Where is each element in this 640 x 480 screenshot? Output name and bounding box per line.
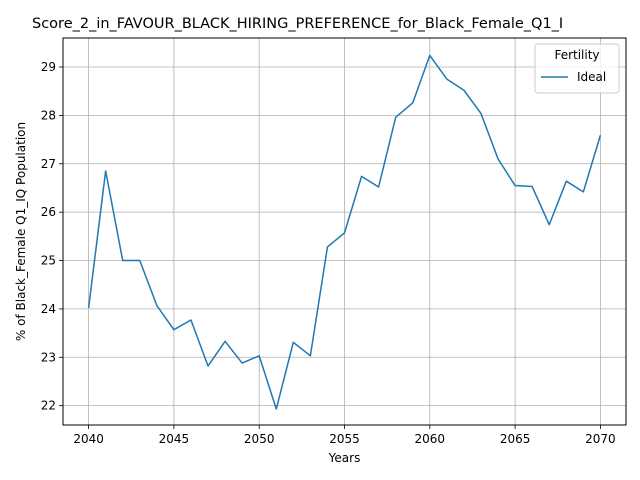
y-axis-label: % of Black_Female Q1_IQ Population bbox=[14, 122, 28, 341]
y-tick-label: 25 bbox=[41, 254, 56, 268]
gridlines bbox=[63, 38, 626, 425]
y-tick-label: 27 bbox=[41, 157, 56, 171]
x-axis-label: Years bbox=[328, 451, 361, 465]
y-tick-label: 22 bbox=[41, 399, 56, 413]
y-tick-label: 28 bbox=[41, 108, 56, 122]
x-tick-label: 2050 bbox=[244, 432, 275, 446]
x-tick-label: 2045 bbox=[159, 432, 190, 446]
x-tick-label: 2040 bbox=[73, 432, 104, 446]
chart-title: Score_2_in_FAVOUR_BLACK_HIRING_PREFERENC… bbox=[32, 16, 563, 32]
y-tick-label: 23 bbox=[41, 350, 56, 364]
x-tick-label: 2070 bbox=[585, 432, 616, 446]
y-tick-label: 26 bbox=[41, 205, 56, 219]
x-tick-label: 2065 bbox=[500, 432, 531, 446]
legend: Fertility Ideal bbox=[534, 43, 620, 94]
x-axis: 2040 2045 2050 2055 2060 2065 2070 bbox=[73, 425, 616, 446]
legend-label-ideal: Ideal bbox=[577, 70, 606, 84]
legend-title: Fertility bbox=[554, 48, 599, 62]
legend-box bbox=[534, 43, 620, 94]
series-line-ideal bbox=[87, 54, 602, 410]
x-tick-label: 2060 bbox=[415, 432, 446, 446]
y-axis: 22 23 24 25 26 27 28 29 bbox=[41, 60, 63, 413]
y-tick-label: 24 bbox=[41, 302, 56, 316]
x-tick-label: 2055 bbox=[329, 432, 360, 446]
y-tick-label: 29 bbox=[41, 60, 56, 74]
series-layer bbox=[87, 54, 602, 410]
